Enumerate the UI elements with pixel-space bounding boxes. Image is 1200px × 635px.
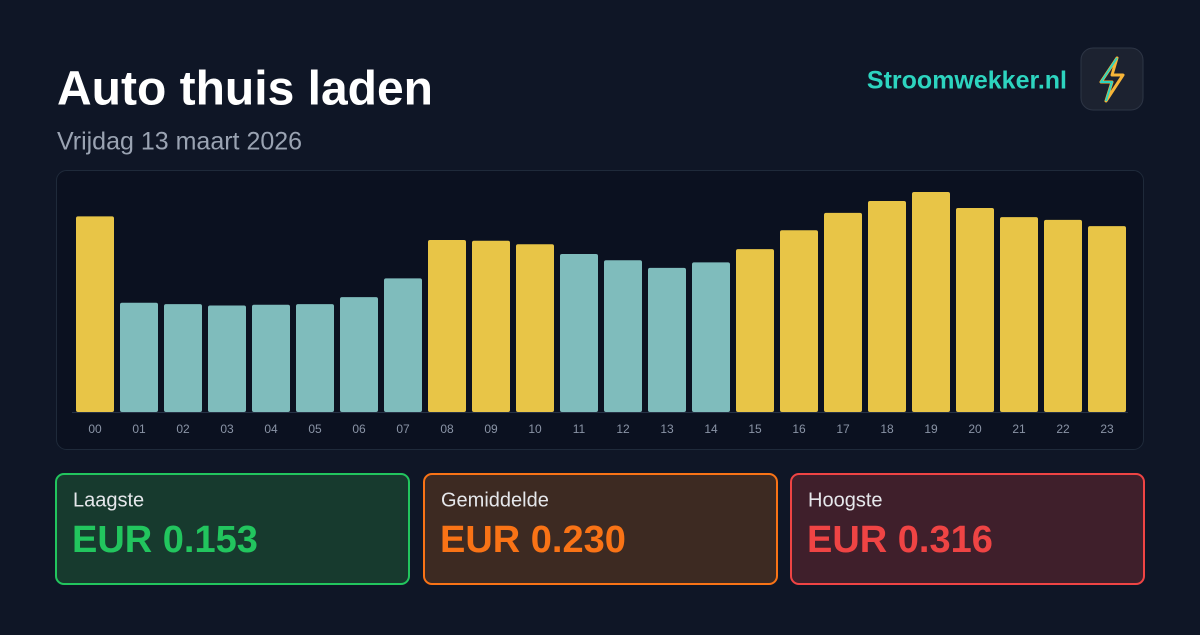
bar [692, 262, 730, 412]
bar [868, 201, 906, 412]
x-tick-label: 22 [1056, 422, 1070, 436]
bar [208, 305, 246, 412]
x-tick-label: 16 [792, 422, 806, 436]
x-tick-label: 08 [440, 422, 454, 436]
x-tick-label: 18 [880, 422, 894, 436]
x-tick-label: 23 [1100, 422, 1114, 436]
x-tick-label: 05 [308, 422, 322, 436]
bar [1044, 219, 1082, 412]
bar [76, 216, 114, 412]
x-tick-label: 00 [88, 422, 102, 436]
stat-card [423, 473, 778, 585]
x-tick-label: 02 [176, 422, 190, 436]
bar [780, 230, 818, 412]
bar [648, 267, 686, 412]
x-tick-label: 14 [704, 422, 718, 436]
bar [516, 244, 554, 412]
x-tick-label: 19 [924, 422, 938, 436]
stat-label: Gemiddelde [441, 489, 549, 511]
bar [560, 253, 598, 412]
bar [164, 304, 202, 412]
x-tick-label: 03 [220, 422, 234, 436]
x-tick-label: 09 [484, 422, 498, 436]
x-tick-label: 07 [396, 422, 410, 436]
bar [252, 304, 290, 412]
x-tick-label: 04 [264, 422, 278, 436]
x-tick-label: 01 [132, 422, 146, 436]
stat-value: EUR 0.230 [440, 519, 626, 561]
stat-card [55, 473, 410, 585]
x-tick-label: 10 [528, 422, 542, 436]
x-tick-label: 20 [968, 422, 982, 436]
bar [340, 297, 378, 412]
bar [824, 212, 862, 412]
logo-bolt-accent [1100, 57, 1118, 102]
stat-value: EUR 0.316 [807, 519, 993, 561]
stat-card [790, 473, 1145, 585]
bar [912, 192, 950, 412]
x-tick-label: 13 [660, 422, 674, 436]
stat-value: EUR 0.153 [72, 519, 258, 561]
bar [384, 278, 422, 412]
logo-box [1080, 47, 1144, 111]
x-tick-label: 12 [616, 422, 630, 436]
subtitle: Vrijdag 13 maart 2026 [57, 128, 302, 156]
bar [956, 208, 994, 412]
stat-label: Laagste [73, 489, 144, 511]
bar [296, 304, 334, 412]
x-tick-label: 06 [352, 422, 366, 436]
stat-label: Hoogste [808, 489, 883, 511]
x-tick-label: 15 [748, 422, 762, 436]
bar [120, 302, 158, 412]
bar [472, 240, 510, 412]
brand: Stroomwekker.nl [867, 67, 1067, 95]
bar [736, 249, 774, 412]
x-tick-label: 11 [573, 422, 586, 436]
bar [428, 240, 466, 412]
x-tick-label: 17 [836, 422, 850, 436]
x-tick-label: 21 [1012, 422, 1026, 436]
bar [1000, 217, 1038, 412]
bar [1088, 226, 1126, 412]
bar [604, 260, 642, 412]
title: Auto thuis laden [57, 63, 433, 116]
